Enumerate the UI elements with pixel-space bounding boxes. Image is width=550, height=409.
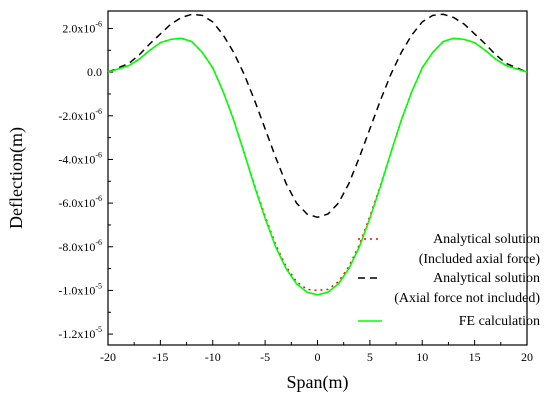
legend-label-3: FE calculation <box>459 314 540 329</box>
series-lines <box>107 13 528 296</box>
legend-sublabel-2: (Axial force not included) <box>394 291 540 306</box>
x-tick-label: 15 <box>469 350 481 364</box>
axis-ticks <box>107 27 528 345</box>
legend-label-2: Analytical solution <box>433 271 540 286</box>
y-tick-label: 2.0x10-6 <box>62 19 102 35</box>
y-tick-label: 0.0 <box>87 65 102 79</box>
y-tick-label: -4.0x10-6 <box>58 150 102 166</box>
y-axis-title: Deflection(m) <box>6 127 27 229</box>
x-tick-label: -5 <box>260 350 270 364</box>
y-tick-label: -2.0x10-6 <box>58 107 102 123</box>
y-tick-labels: 2.0x10-6 0.0 -2.0x10-6 -4.0x10-6 -6.0x10-6 -8… <box>58 19 102 341</box>
legend-sublabel-1: (Included axial force) <box>419 252 541 267</box>
x-tick-label: 0 <box>315 350 321 364</box>
y-tick-label: -1.0x10-5 <box>58 281 102 297</box>
x-axis-title: Span(m) <box>287 372 349 393</box>
series-line-3 <box>107 37 528 296</box>
x-tick-label: -15 <box>152 350 168 364</box>
series-line-2 <box>107 13 528 219</box>
y-tick-label: -8.0x10-6 <box>58 238 102 254</box>
x-tick-label: 10 <box>416 350 428 364</box>
y-tick-label: -1.2x10-5 <box>58 325 102 341</box>
y-tick-label: -6.0x10-6 <box>58 194 102 210</box>
x-tick-label: -10 <box>205 350 221 364</box>
legend: Analytical solution (Included axial force… <box>358 232 540 329</box>
x-tick-label: -20 <box>100 350 116 364</box>
x-tick-label: 5 <box>367 350 373 364</box>
x-tick-labels: -20 -15 -10 -5 0 5 10 15 20 <box>100 350 533 364</box>
x-tick-label: 20 <box>521 350 533 364</box>
legend-label-1: Analytical solution <box>433 232 540 247</box>
